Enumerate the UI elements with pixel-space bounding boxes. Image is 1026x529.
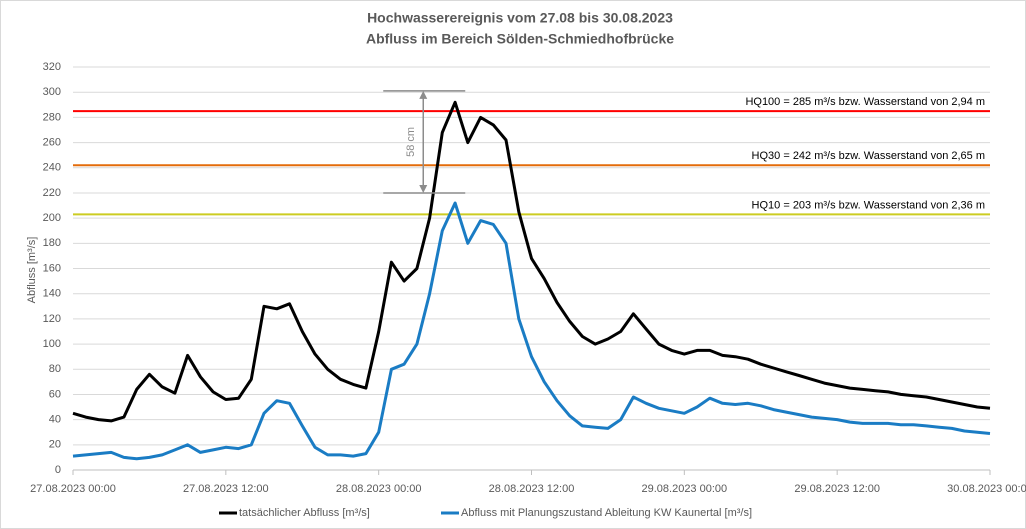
y-tick-label: 0	[55, 464, 61, 476]
series-line	[72, 100, 991, 423]
x-tick-label: 27.08.2023 00:00	[30, 483, 116, 495]
y-tick-label: 160	[43, 262, 61, 274]
y-tick-label: 220	[43, 187, 61, 199]
x-tick-label: 27.08.2023 12:00	[183, 483, 269, 495]
arrow-head	[419, 184, 428, 193]
x-tick-label: 29.08.2023 12:00	[794, 483, 880, 495]
chart-subtitle: Abfluss im Bereich Sölden-Schmiedhofbrüc…	[366, 31, 674, 47]
reference-label: HQ100 = 285 m³/s bzw. Wasserstand von 2,…	[745, 96, 985, 108]
x-tick-label: 30.08.2023 00:00	[947, 483, 1026, 495]
y-tick-label: 140	[43, 288, 61, 300]
y-tick-label: 80	[49, 363, 61, 375]
annotation-label: 58 cm	[405, 127, 417, 157]
chart-title: Hochwasserereignis vom 27.08 bis 30.08.2…	[367, 10, 673, 26]
y-tick-label: 300	[43, 86, 61, 98]
legend-label: tatsächlicher Abfluss [m³/s]	[239, 507, 370, 519]
y-tick-label: 40	[49, 414, 61, 426]
x-tick-label: 28.08.2023 12:00	[489, 483, 575, 495]
series-line	[72, 201, 991, 461]
y-tick-label: 180	[43, 237, 61, 249]
y-tick-label: 320	[43, 61, 61, 73]
y-tick-label: 60	[49, 388, 61, 400]
reference-label: HQ10 = 203 m³/s bzw. Wasserstand von 2,3…	[752, 199, 985, 211]
y-axis-label: Abfluss [m³/s]	[26, 237, 38, 304]
x-tick-label: 28.08.2023 00:00	[336, 483, 422, 495]
x-tick-label: 29.08.2023 00:00	[642, 483, 728, 495]
arrow-head	[419, 90, 428, 99]
y-tick-label: 260	[43, 136, 61, 148]
legend-label: Abfluss mit Planungszustand Ableitung KW…	[461, 507, 752, 519]
reference-label: HQ30 = 242 m³/s bzw. Wasserstand von 2,6…	[752, 150, 985, 162]
y-tick-label: 120	[43, 313, 61, 325]
y-tick-label: 280	[43, 111, 61, 123]
y-tick-label: 240	[43, 162, 61, 174]
y-tick-label: 200	[43, 212, 61, 224]
y-tick-label: 100	[43, 338, 61, 350]
y-tick-label: 20	[49, 439, 61, 451]
